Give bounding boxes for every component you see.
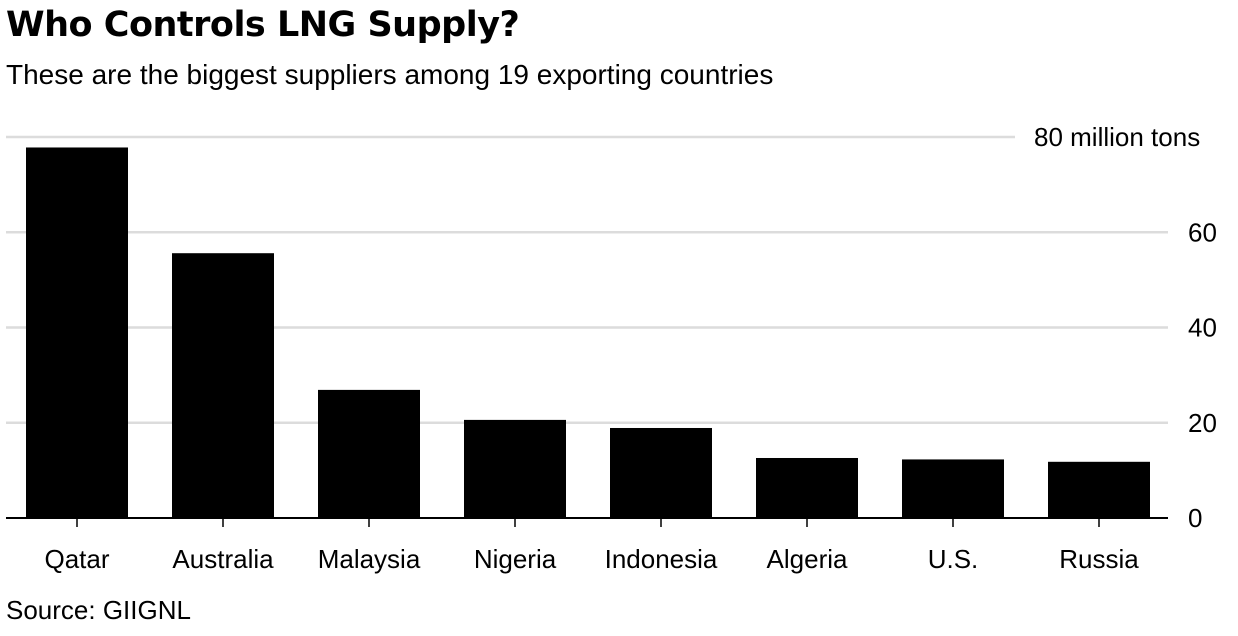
x-tick-label: Russia	[1059, 544, 1139, 574]
bar	[1048, 461, 1150, 518]
x-tick-label: Qatar	[44, 544, 109, 574]
chart-title: Who Controls LNG Supply?	[6, 5, 520, 45]
bars	[26, 147, 1150, 519]
y-axis-tick-labels: 0 20 40 60 80 million tons	[1034, 122, 1217, 533]
bar	[318, 389, 420, 518]
y-tick-label: 20	[1188, 408, 1217, 438]
bar	[172, 253, 274, 518]
source-note: Source: GIIGNL	[6, 595, 191, 625]
x-tick-label: Malaysia	[318, 544, 421, 574]
y-tick-label: 0	[1188, 503, 1202, 533]
x-tick-label: U.S.	[928, 544, 979, 574]
x-tick-label: Indonesia	[605, 544, 718, 574]
bar	[902, 459, 1004, 518]
y-tick-label: 40	[1188, 313, 1217, 343]
bar	[464, 419, 566, 518]
y-tick-label: 60	[1188, 217, 1217, 247]
y-tick-label: 80 million tons	[1034, 122, 1200, 152]
x-axis	[6, 517, 1168, 527]
bar	[756, 457, 858, 518]
x-tick-label: Algeria	[767, 544, 848, 574]
x-tick-label: Nigeria	[474, 544, 557, 574]
bar	[26, 147, 128, 519]
x-axis-tick-labels: Qatar Australia Malaysia Nigeria Indonesia Al…	[44, 544, 1139, 574]
bar	[610, 427, 712, 518]
chart-subtitle: These are the biggest suppliers among 19…	[6, 59, 774, 90]
x-tick-label: Australia	[172, 544, 274, 574]
